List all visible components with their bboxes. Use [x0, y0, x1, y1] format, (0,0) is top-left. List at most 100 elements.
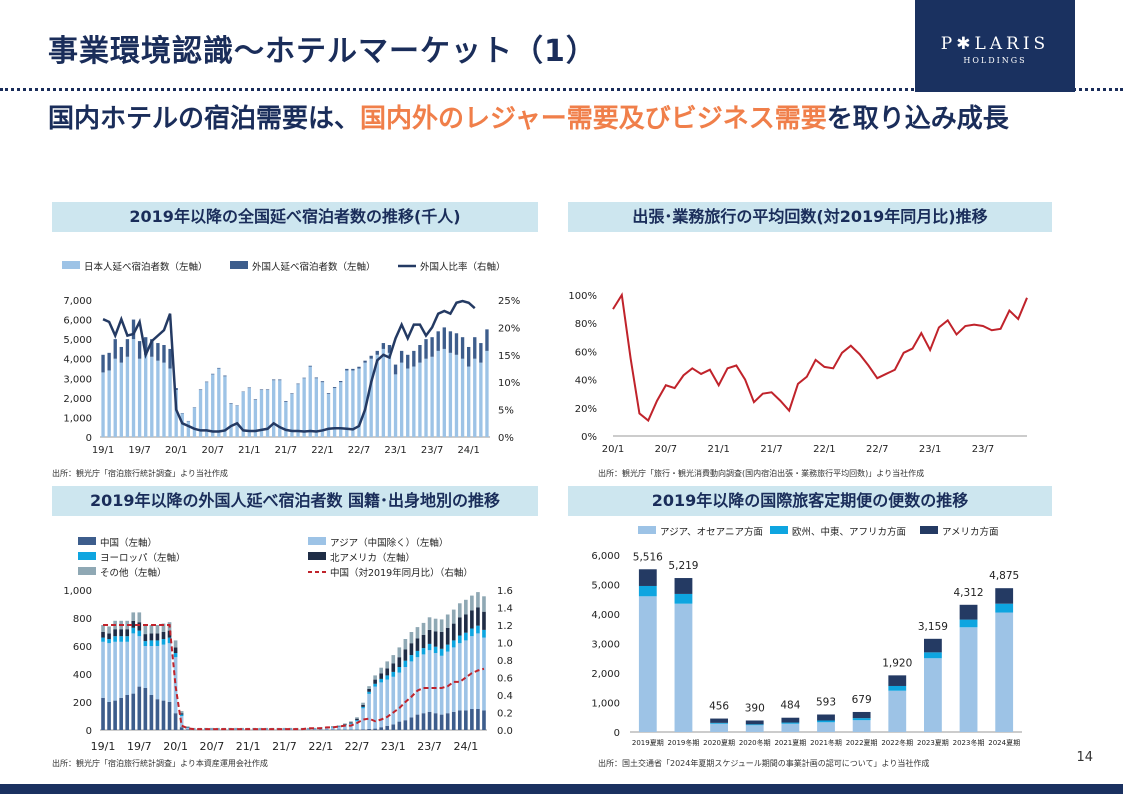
x-tick-label: 2023冬期 [953, 738, 985, 747]
legend-europe-label: ヨーロッパ（左軸） [100, 552, 186, 564]
data-label-total: 679 [852, 694, 872, 706]
x-tick-label: 2020夏期 [703, 739, 735, 747]
x-tick-label: 21/1 [707, 444, 729, 455]
bar-segment [137, 636, 142, 687]
y2-tick-label: 20% [498, 323, 520, 334]
y-tick-label: 1,000 [591, 699, 620, 710]
bar-segment [638, 596, 657, 732]
legend-japanese-swatch [62, 261, 80, 269]
bar-segment [324, 728, 329, 730]
bar-segment [476, 709, 480, 730]
panel-title-business-travel: 出張･業務旅行の平均回数(対2019年同月比)推移 [568, 202, 1052, 232]
bar-segment [817, 722, 835, 732]
bar-foreign [418, 345, 422, 363]
bar-segment [101, 697, 105, 730]
bar-segment [137, 686, 142, 730]
bar-segment [421, 713, 426, 730]
bar-japanese [485, 350, 489, 437]
bar-segment [451, 623, 456, 641]
bar-foreign [296, 383, 300, 385]
bar-japanese [107, 370, 111, 437]
y2-tick-label: 0.4 [497, 691, 513, 702]
bar-segment [143, 688, 148, 730]
bar-segment [167, 702, 172, 730]
bar-segment [185, 726, 190, 728]
bar-foreign [144, 337, 148, 355]
data-label-total: 390 [745, 702, 765, 714]
bar-segment [415, 714, 420, 730]
bar-japanese [235, 405, 239, 437]
bar-segment [173, 640, 178, 648]
bar-segment [373, 686, 377, 729]
bar-segment [415, 627, 420, 639]
bar-segment [817, 720, 835, 723]
y-tick-label: 6,000 [591, 551, 620, 562]
bar-foreign [168, 348, 172, 369]
bar-segment [470, 628, 474, 637]
bar-segment [179, 714, 184, 716]
y-tick-label: 3,000 [591, 640, 620, 651]
y2-tick-label: 0.0 [497, 726, 513, 737]
bar-segment [745, 720, 764, 725]
bar-segment [959, 627, 978, 732]
x-tick-label: 20/1 [602, 444, 624, 455]
bar-segment [131, 627, 136, 634]
y2-tick-label: 0.2 [497, 709, 513, 720]
bar-segment [409, 632, 414, 644]
bar-japanese [302, 378, 306, 437]
y-tick-label: 4,000 [63, 355, 92, 366]
bar-foreign [430, 337, 434, 357]
bar-segment [234, 728, 238, 730]
bar-segment [101, 625, 105, 632]
bar-segment [155, 699, 160, 730]
bar-japanese [418, 362, 422, 437]
bar-segment [457, 617, 462, 636]
bar-segment [482, 710, 486, 730]
bar-segment [457, 710, 462, 730]
bar-japanese [314, 378, 319, 437]
bar-segment [674, 578, 693, 594]
bar-segment [421, 648, 426, 655]
bar-segment [355, 720, 359, 722]
bar-segment [391, 676, 396, 725]
bar-segment [385, 725, 390, 730]
x-tick-label: 2023夏期 [917, 739, 949, 747]
bar-segment [149, 633, 154, 641]
bar-segment [379, 667, 383, 674]
bar-japanese [369, 358, 373, 437]
bar-foreign [290, 393, 294, 394]
y2-tick-label: 15% [498, 351, 520, 362]
bar-segment [107, 643, 111, 702]
bar-segment [433, 631, 438, 647]
bar-foreign [125, 339, 130, 357]
legend-foreign-ratio-label: 外国人比率（右軸） [420, 261, 506, 273]
bar-japanese [320, 382, 325, 437]
bar-foreign [375, 350, 379, 355]
bar-segment [367, 686, 371, 689]
bar-segment [409, 643, 414, 656]
legend-europe-me-africa-label: 欧州、中東、アフリカ方面 [792, 526, 906, 538]
bar-segment [373, 728, 377, 730]
bar-segment [464, 632, 468, 641]
bar-segment [161, 639, 166, 645]
bar-segment [674, 603, 693, 732]
x-tick-label: 2021夏期 [774, 739, 806, 747]
bar-segment [476, 625, 480, 634]
bar-segment [924, 658, 942, 732]
bar-segment [433, 618, 438, 632]
bar-segment [137, 612, 142, 623]
bar-foreign [119, 346, 124, 363]
bar-japanese [436, 350, 440, 437]
bar-japanese [259, 390, 264, 437]
bar-segment [131, 633, 136, 694]
bar-segment [173, 653, 178, 658]
bar-segment [119, 641, 123, 698]
x-tick-label: 24/1 [453, 740, 478, 753]
bar-foreign [442, 327, 446, 349]
bar-japanese [131, 339, 136, 437]
x-tick-label: 2022冬期 [881, 738, 913, 747]
bar-foreign [113, 339, 117, 359]
bar-segment [385, 668, 390, 676]
y-tick-label: 7,000 [63, 296, 92, 307]
bar-segment [745, 724, 764, 726]
